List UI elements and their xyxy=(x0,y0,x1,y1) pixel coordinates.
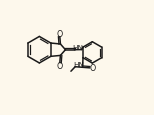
Text: O: O xyxy=(89,64,95,72)
Text: HN: HN xyxy=(74,62,85,68)
Text: O: O xyxy=(57,62,63,70)
Text: O: O xyxy=(57,30,63,39)
Text: HN: HN xyxy=(73,44,84,50)
